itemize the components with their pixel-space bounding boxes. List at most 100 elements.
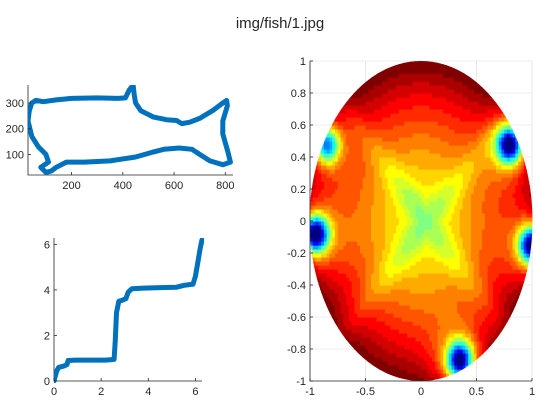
heatmap-cell bbox=[412, 109, 417, 114]
heatmap-cell bbox=[468, 141, 472, 146]
heatmap-cell bbox=[465, 349, 469, 354]
heatmap-cell bbox=[362, 173, 367, 178]
heatmap-cell bbox=[426, 89, 430, 94]
heatmap-cell bbox=[451, 333, 455, 338]
heatmap-cell bbox=[379, 345, 383, 350]
heatmap-cell bbox=[490, 129, 494, 134]
heatmap-cell bbox=[504, 201, 508, 206]
heatmap-cell bbox=[357, 185, 361, 190]
heatmap-cell bbox=[440, 233, 444, 238]
heatmap-cell bbox=[407, 237, 411, 242]
heatmap-cell bbox=[468, 333, 472, 338]
heatmap-cell bbox=[487, 157, 491, 162]
heatmap-cell bbox=[373, 249, 378, 254]
heatmap-cell bbox=[407, 173, 411, 178]
heatmap-cell bbox=[509, 265, 514, 270]
heatmap-cell bbox=[346, 201, 350, 206]
heatmap-cell bbox=[376, 197, 380, 202]
heatmap-cell bbox=[454, 121, 458, 126]
heatmap-cell bbox=[468, 229, 472, 234]
heatmap-cell bbox=[384, 277, 389, 282]
heatmap-cell bbox=[421, 101, 425, 106]
heatmap-cell bbox=[468, 153, 472, 158]
heatmap-cell bbox=[482, 181, 486, 186]
heatmap-cell bbox=[459, 297, 464, 302]
heatmap-cell bbox=[404, 313, 408, 318]
heatmap-cell bbox=[393, 329, 397, 334]
heatmap-cell bbox=[362, 237, 367, 242]
heatmap-cell bbox=[343, 277, 347, 282]
heatmap-cell bbox=[396, 321, 400, 326]
heatmap-cell bbox=[434, 169, 439, 174]
heatmap-cell bbox=[504, 173, 508, 178]
heatmap-cell bbox=[479, 85, 483, 90]
heatmap-cell bbox=[468, 161, 472, 166]
heatmap-cell bbox=[326, 157, 331, 162]
stepped-curve-series bbox=[54, 238, 204, 383]
heatmap-cell bbox=[409, 101, 414, 106]
heatmap-cell bbox=[493, 153, 497, 158]
heatmap-cell bbox=[429, 181, 433, 186]
heatmap-cell bbox=[484, 125, 489, 130]
heatmap-cell bbox=[357, 273, 361, 278]
heatmap-cell bbox=[484, 157, 489, 162]
heatmap-cell bbox=[440, 157, 444, 162]
heatmap-cell bbox=[365, 213, 369, 218]
heatmap-cell bbox=[382, 353, 386, 358]
heatmap-cell bbox=[437, 93, 442, 98]
heatmap-cell bbox=[426, 277, 430, 282]
heatmap-cell bbox=[470, 333, 475, 338]
heatmap-cell bbox=[390, 221, 394, 226]
heatmap-cell bbox=[457, 205, 461, 210]
heatmap-cell bbox=[373, 109, 378, 114]
heatmap-cell bbox=[382, 317, 386, 322]
heatmap-cell bbox=[404, 329, 408, 334]
heatmap-cell bbox=[396, 361, 400, 366]
heatmap-cell bbox=[396, 193, 400, 198]
heatmap-cell bbox=[482, 305, 486, 310]
heatmap-cell bbox=[376, 85, 380, 90]
heatmap-cell bbox=[387, 249, 392, 254]
heatmap-cell bbox=[379, 169, 383, 174]
heatmap-cell bbox=[337, 213, 342, 218]
heatmap-cell bbox=[373, 265, 378, 270]
heatmap-cell bbox=[429, 205, 433, 210]
heatmap-cell bbox=[451, 281, 455, 286]
heatmap-cell bbox=[415, 117, 419, 122]
heatmap-cell bbox=[493, 341, 497, 346]
heatmap-cell bbox=[432, 329, 436, 334]
heatmap-cell bbox=[415, 157, 419, 162]
heatmap-cell bbox=[348, 97, 353, 102]
heatmap-cell bbox=[376, 89, 380, 94]
heatmap-cell bbox=[454, 97, 458, 102]
heatmap-cell bbox=[498, 181, 503, 186]
heatmap-cell bbox=[423, 89, 428, 94]
heatmap-cell bbox=[357, 337, 361, 342]
heatmap-cell bbox=[434, 73, 439, 78]
heatmap-cell bbox=[423, 101, 428, 106]
heatmap-cell bbox=[404, 93, 408, 98]
heatmap-cell bbox=[340, 177, 344, 182]
heatmap-cell bbox=[407, 365, 411, 370]
heatmap-cell bbox=[437, 349, 442, 354]
heatmap-cell bbox=[351, 309, 355, 314]
heatmap-cell bbox=[487, 185, 491, 190]
heatmap-cell bbox=[451, 197, 455, 202]
heatmap-cell bbox=[484, 173, 489, 178]
heatmap-cell bbox=[479, 141, 483, 146]
heatmap-cell bbox=[346, 205, 350, 210]
heatmap-cell bbox=[393, 197, 397, 202]
heatmap-cell bbox=[459, 309, 464, 314]
heatmap-cell bbox=[459, 189, 464, 194]
heatmap-cell bbox=[440, 365, 444, 370]
heatmap-cell bbox=[371, 117, 375, 122]
heatmap-cell bbox=[346, 241, 350, 246]
heatmap-cell bbox=[479, 109, 483, 114]
heatmap-cell bbox=[376, 365, 380, 370]
heatmap-cell bbox=[493, 173, 497, 178]
heatmap-cell bbox=[440, 325, 444, 330]
heatmap-cell bbox=[495, 113, 500, 118]
heatmap-cell bbox=[409, 169, 414, 174]
heatmap-cell bbox=[401, 169, 405, 174]
